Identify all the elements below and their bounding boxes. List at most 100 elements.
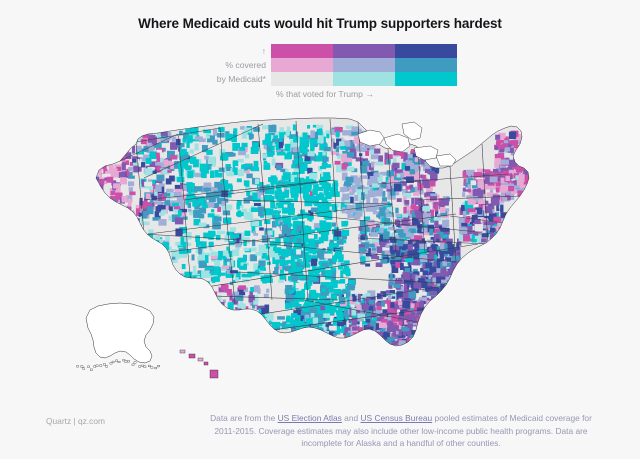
county-polygon (100, 267, 107, 272)
county-polygon (458, 296, 462, 301)
county-polygon (459, 262, 468, 266)
county-polygon (216, 318, 223, 327)
county-polygon (130, 237, 139, 244)
county-polygon (146, 206, 154, 215)
county-polygon (491, 172, 499, 179)
county-polygon (336, 326, 341, 334)
county-polygon (170, 162, 175, 170)
county-polygon (463, 178, 468, 183)
county-polygon (205, 266, 214, 270)
county-polygon (271, 366, 278, 370)
county-polygon (410, 339, 418, 345)
county-polygon (474, 203, 480, 210)
county-polygon (125, 269, 134, 274)
county-polygon (472, 287, 477, 294)
county-polygon (332, 183, 336, 192)
county-polygon (427, 170, 435, 175)
county-polygon (510, 148, 519, 152)
county-polygon (375, 187, 383, 192)
county-polygon (237, 303, 246, 309)
county-polygon (285, 356, 290, 362)
county-polygon (313, 293, 322, 298)
county-polygon (385, 351, 391, 358)
county-polygon (273, 334, 281, 341)
county-polygon (475, 301, 479, 306)
county-polygon (154, 188, 158, 196)
county-polygon (376, 305, 383, 311)
county-polygon (519, 187, 527, 193)
county-polygon (343, 181, 352, 185)
county-polygon (415, 350, 421, 355)
county-polygon (314, 268, 319, 276)
county-polygon (212, 129, 218, 136)
county-polygon (255, 366, 262, 372)
county-polygon (343, 140, 351, 147)
county-polygon (480, 308, 488, 313)
county-polygon (293, 310, 298, 316)
county-polygon (424, 247, 431, 253)
county-polygon (163, 160, 172, 166)
county-polygon (111, 136, 118, 144)
county-polygon (312, 188, 318, 196)
county-polygon (290, 303, 299, 310)
county-polygon (489, 232, 495, 241)
county-polygon (476, 283, 484, 290)
county-polygon (462, 171, 468, 178)
county-polygon (302, 361, 307, 365)
us-election-atlas-link[interactable]: US Election Atlas (277, 413, 342, 423)
county-polygon (356, 348, 363, 352)
county-polygon (256, 352, 264, 360)
county-polygon (523, 178, 529, 185)
county-polygon (280, 339, 287, 345)
county-polygon (175, 322, 181, 330)
county-polygon (508, 185, 515, 192)
county-polygon (450, 297, 456, 302)
county-polygon (440, 284, 445, 291)
county-polygon (377, 336, 381, 342)
county-polygon (277, 202, 284, 209)
county-polygon (471, 282, 480, 289)
county-polygon (353, 349, 356, 357)
county-polygon (259, 366, 262, 374)
county-polygon (291, 216, 298, 221)
county-polygon (334, 160, 341, 165)
county-polygon (262, 153, 268, 159)
county-polygon (498, 229, 502, 237)
county-polygon (497, 222, 502, 227)
county-polygon (411, 379, 416, 386)
county-polygon (436, 327, 445, 335)
county-polygon (304, 281, 311, 289)
county-polygon (447, 294, 455, 299)
county-polygon (462, 290, 469, 294)
us-census-bureau-link[interactable]: US Census Bureau (360, 413, 433, 423)
county-polygon (154, 275, 159, 279)
county-polygon (286, 375, 292, 378)
county-polygon (305, 339, 313, 346)
county-polygon (278, 218, 286, 225)
county-polygon (482, 299, 487, 306)
county-polygon (483, 286, 489, 293)
county-polygon (108, 252, 113, 259)
county-polygon (304, 353, 310, 358)
county-polygon (474, 260, 482, 268)
county-polygon (431, 299, 436, 306)
county-polygon (126, 250, 135, 254)
county-polygon (229, 293, 234, 301)
county-polygon (341, 233, 347, 240)
county-polygon (515, 175, 522, 180)
county-polygon (141, 221, 150, 226)
county-polygon (243, 180, 250, 186)
county-polygon (378, 356, 382, 363)
county-polygon (321, 142, 327, 146)
county-polygon (357, 185, 362, 190)
county-polygon (380, 240, 386, 248)
county-polygon (288, 348, 292, 356)
county-polygon (155, 248, 161, 253)
county-polygon (378, 335, 382, 342)
county-polygon (360, 331, 364, 339)
county-polygon (116, 284, 124, 288)
county-polygon (262, 363, 269, 370)
county-polygon (332, 318, 341, 326)
county-polygon (311, 339, 316, 345)
county-polygon (391, 255, 395, 263)
